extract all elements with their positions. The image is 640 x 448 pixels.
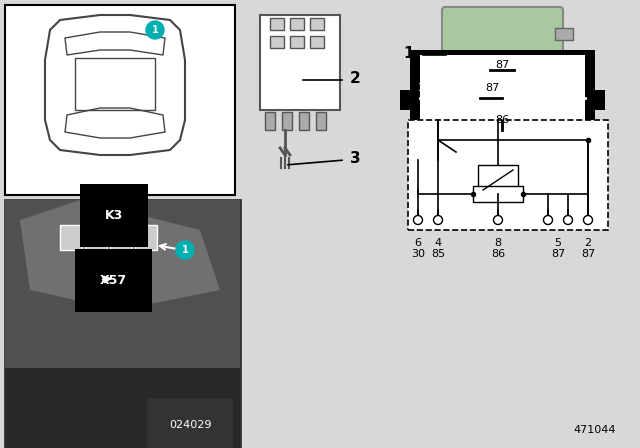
Text: 85: 85 <box>431 249 445 259</box>
Bar <box>473 186 523 202</box>
Bar <box>420 55 585 130</box>
Circle shape <box>493 215 502 224</box>
Bar <box>260 15 340 110</box>
Text: 2: 2 <box>350 70 361 86</box>
Bar <box>555 28 573 40</box>
Text: 87: 87 <box>495 60 509 70</box>
Text: 1: 1 <box>403 46 414 60</box>
Text: 30: 30 <box>417 83 431 93</box>
Bar <box>290 18 304 30</box>
Bar <box>290 36 304 48</box>
Circle shape <box>563 215 573 224</box>
Text: 4: 4 <box>435 238 442 248</box>
Bar <box>60 225 82 250</box>
Polygon shape <box>20 200 220 310</box>
Text: 1: 1 <box>182 245 188 255</box>
Bar <box>135 225 157 250</box>
Bar <box>478 165 518 195</box>
Bar <box>555 88 573 100</box>
Text: 87: 87 <box>551 249 565 259</box>
Bar <box>85 225 107 250</box>
Bar <box>410 50 595 135</box>
Circle shape <box>584 215 593 224</box>
Bar <box>408 120 608 230</box>
Bar <box>5 200 240 448</box>
Bar <box>299 112 309 130</box>
Bar <box>400 90 415 110</box>
Text: 87: 87 <box>485 83 499 93</box>
Text: 8: 8 <box>495 238 502 248</box>
Bar <box>270 18 284 30</box>
Bar <box>110 225 132 250</box>
Text: X57: X57 <box>100 273 127 287</box>
Text: 3: 3 <box>350 151 360 165</box>
Bar <box>590 90 605 110</box>
Bar <box>5 200 240 448</box>
Text: 1: 1 <box>152 25 158 35</box>
Bar <box>5 368 240 448</box>
Bar <box>316 112 326 130</box>
Bar <box>5 5 235 195</box>
Text: K3: K3 <box>105 208 124 221</box>
Bar <box>265 112 275 130</box>
Bar <box>282 112 292 130</box>
Circle shape <box>543 215 552 224</box>
Text: 86: 86 <box>491 249 505 259</box>
Circle shape <box>433 215 442 224</box>
Text: 5: 5 <box>554 238 561 248</box>
Circle shape <box>176 241 194 259</box>
FancyBboxPatch shape <box>442 7 563 123</box>
Text: 30: 30 <box>411 249 425 259</box>
Bar <box>310 36 324 48</box>
Text: 85: 85 <box>570 83 584 93</box>
Circle shape <box>413 215 422 224</box>
Text: 6: 6 <box>415 238 422 248</box>
Circle shape <box>146 21 164 39</box>
Bar <box>310 18 324 30</box>
Text: 2: 2 <box>584 238 591 248</box>
Text: 471044: 471044 <box>573 425 616 435</box>
Text: 86: 86 <box>495 115 509 125</box>
Text: 87: 87 <box>581 249 595 259</box>
Bar <box>555 58 573 70</box>
Bar <box>270 36 284 48</box>
Bar <box>490 112 502 128</box>
Text: 024029: 024029 <box>169 420 211 430</box>
